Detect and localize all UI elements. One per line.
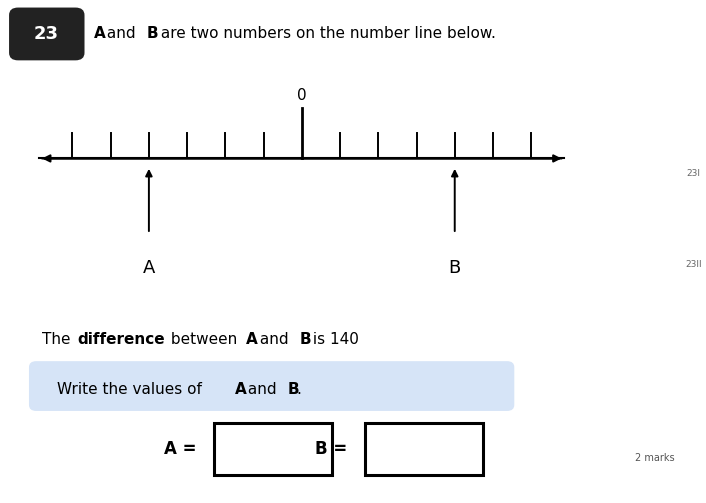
Text: Write the values of: Write the values of (57, 382, 207, 397)
Text: B: B (299, 332, 311, 347)
FancyBboxPatch shape (612, 219, 686, 292)
Text: B =: B = (315, 440, 347, 458)
Text: A: A (246, 332, 258, 347)
FancyBboxPatch shape (29, 361, 514, 411)
Text: and: and (255, 332, 294, 347)
Text: are two numbers on the number line below.: are two numbers on the number line below… (155, 26, 496, 41)
Text: A =: A = (164, 440, 196, 458)
Text: 23I: 23I (687, 169, 701, 178)
Text: is 140: is 140 (308, 332, 359, 347)
Text: difference: difference (78, 332, 165, 347)
Text: 23II: 23II (686, 260, 702, 269)
Text: B: B (147, 26, 158, 41)
Text: and: and (102, 26, 141, 41)
FancyBboxPatch shape (365, 423, 483, 475)
Text: 2 marks: 2 marks (635, 453, 675, 463)
Text: The: The (42, 332, 76, 347)
FancyBboxPatch shape (612, 128, 686, 201)
Text: 23: 23 (34, 25, 59, 43)
Text: A: A (94, 26, 105, 41)
Text: B: B (448, 259, 461, 277)
Text: between: between (167, 332, 242, 347)
Text: .: . (297, 382, 301, 397)
Text: 0: 0 (297, 88, 306, 103)
Text: A: A (143, 259, 155, 277)
Text: and: and (244, 382, 282, 397)
Text: A: A (234, 382, 246, 397)
Text: B: B (288, 382, 299, 397)
FancyBboxPatch shape (9, 8, 85, 60)
FancyBboxPatch shape (215, 423, 332, 475)
